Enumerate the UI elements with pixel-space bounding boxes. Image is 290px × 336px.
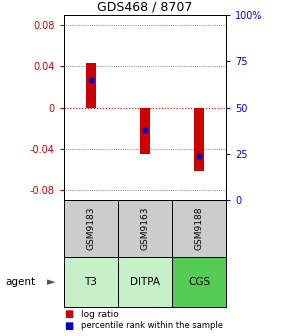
Bar [172,200,226,257]
Bar [194,108,204,171]
Text: log ratio: log ratio [81,310,119,319]
Text: GSM9163: GSM9163 [140,207,150,250]
Text: ■: ■ [64,309,73,319]
Bar [118,257,172,307]
Bar [64,200,118,257]
Text: ►: ► [46,277,55,287]
Bar [172,257,226,307]
Text: ■: ■ [64,321,73,331]
Text: GSM9188: GSM9188 [195,207,204,250]
Text: GSM9183: GSM9183 [86,207,95,250]
Bar [118,200,172,257]
Bar [86,64,96,108]
Text: percentile rank within the sample: percentile rank within the sample [81,322,223,330]
Text: CGS: CGS [188,277,210,287]
Text: DITPA: DITPA [130,277,160,287]
Bar [140,108,150,154]
Title: GDS468 / 8707: GDS468 / 8707 [97,1,193,14]
Text: T3: T3 [84,277,97,287]
Bar [64,257,118,307]
Text: agent: agent [6,277,36,287]
